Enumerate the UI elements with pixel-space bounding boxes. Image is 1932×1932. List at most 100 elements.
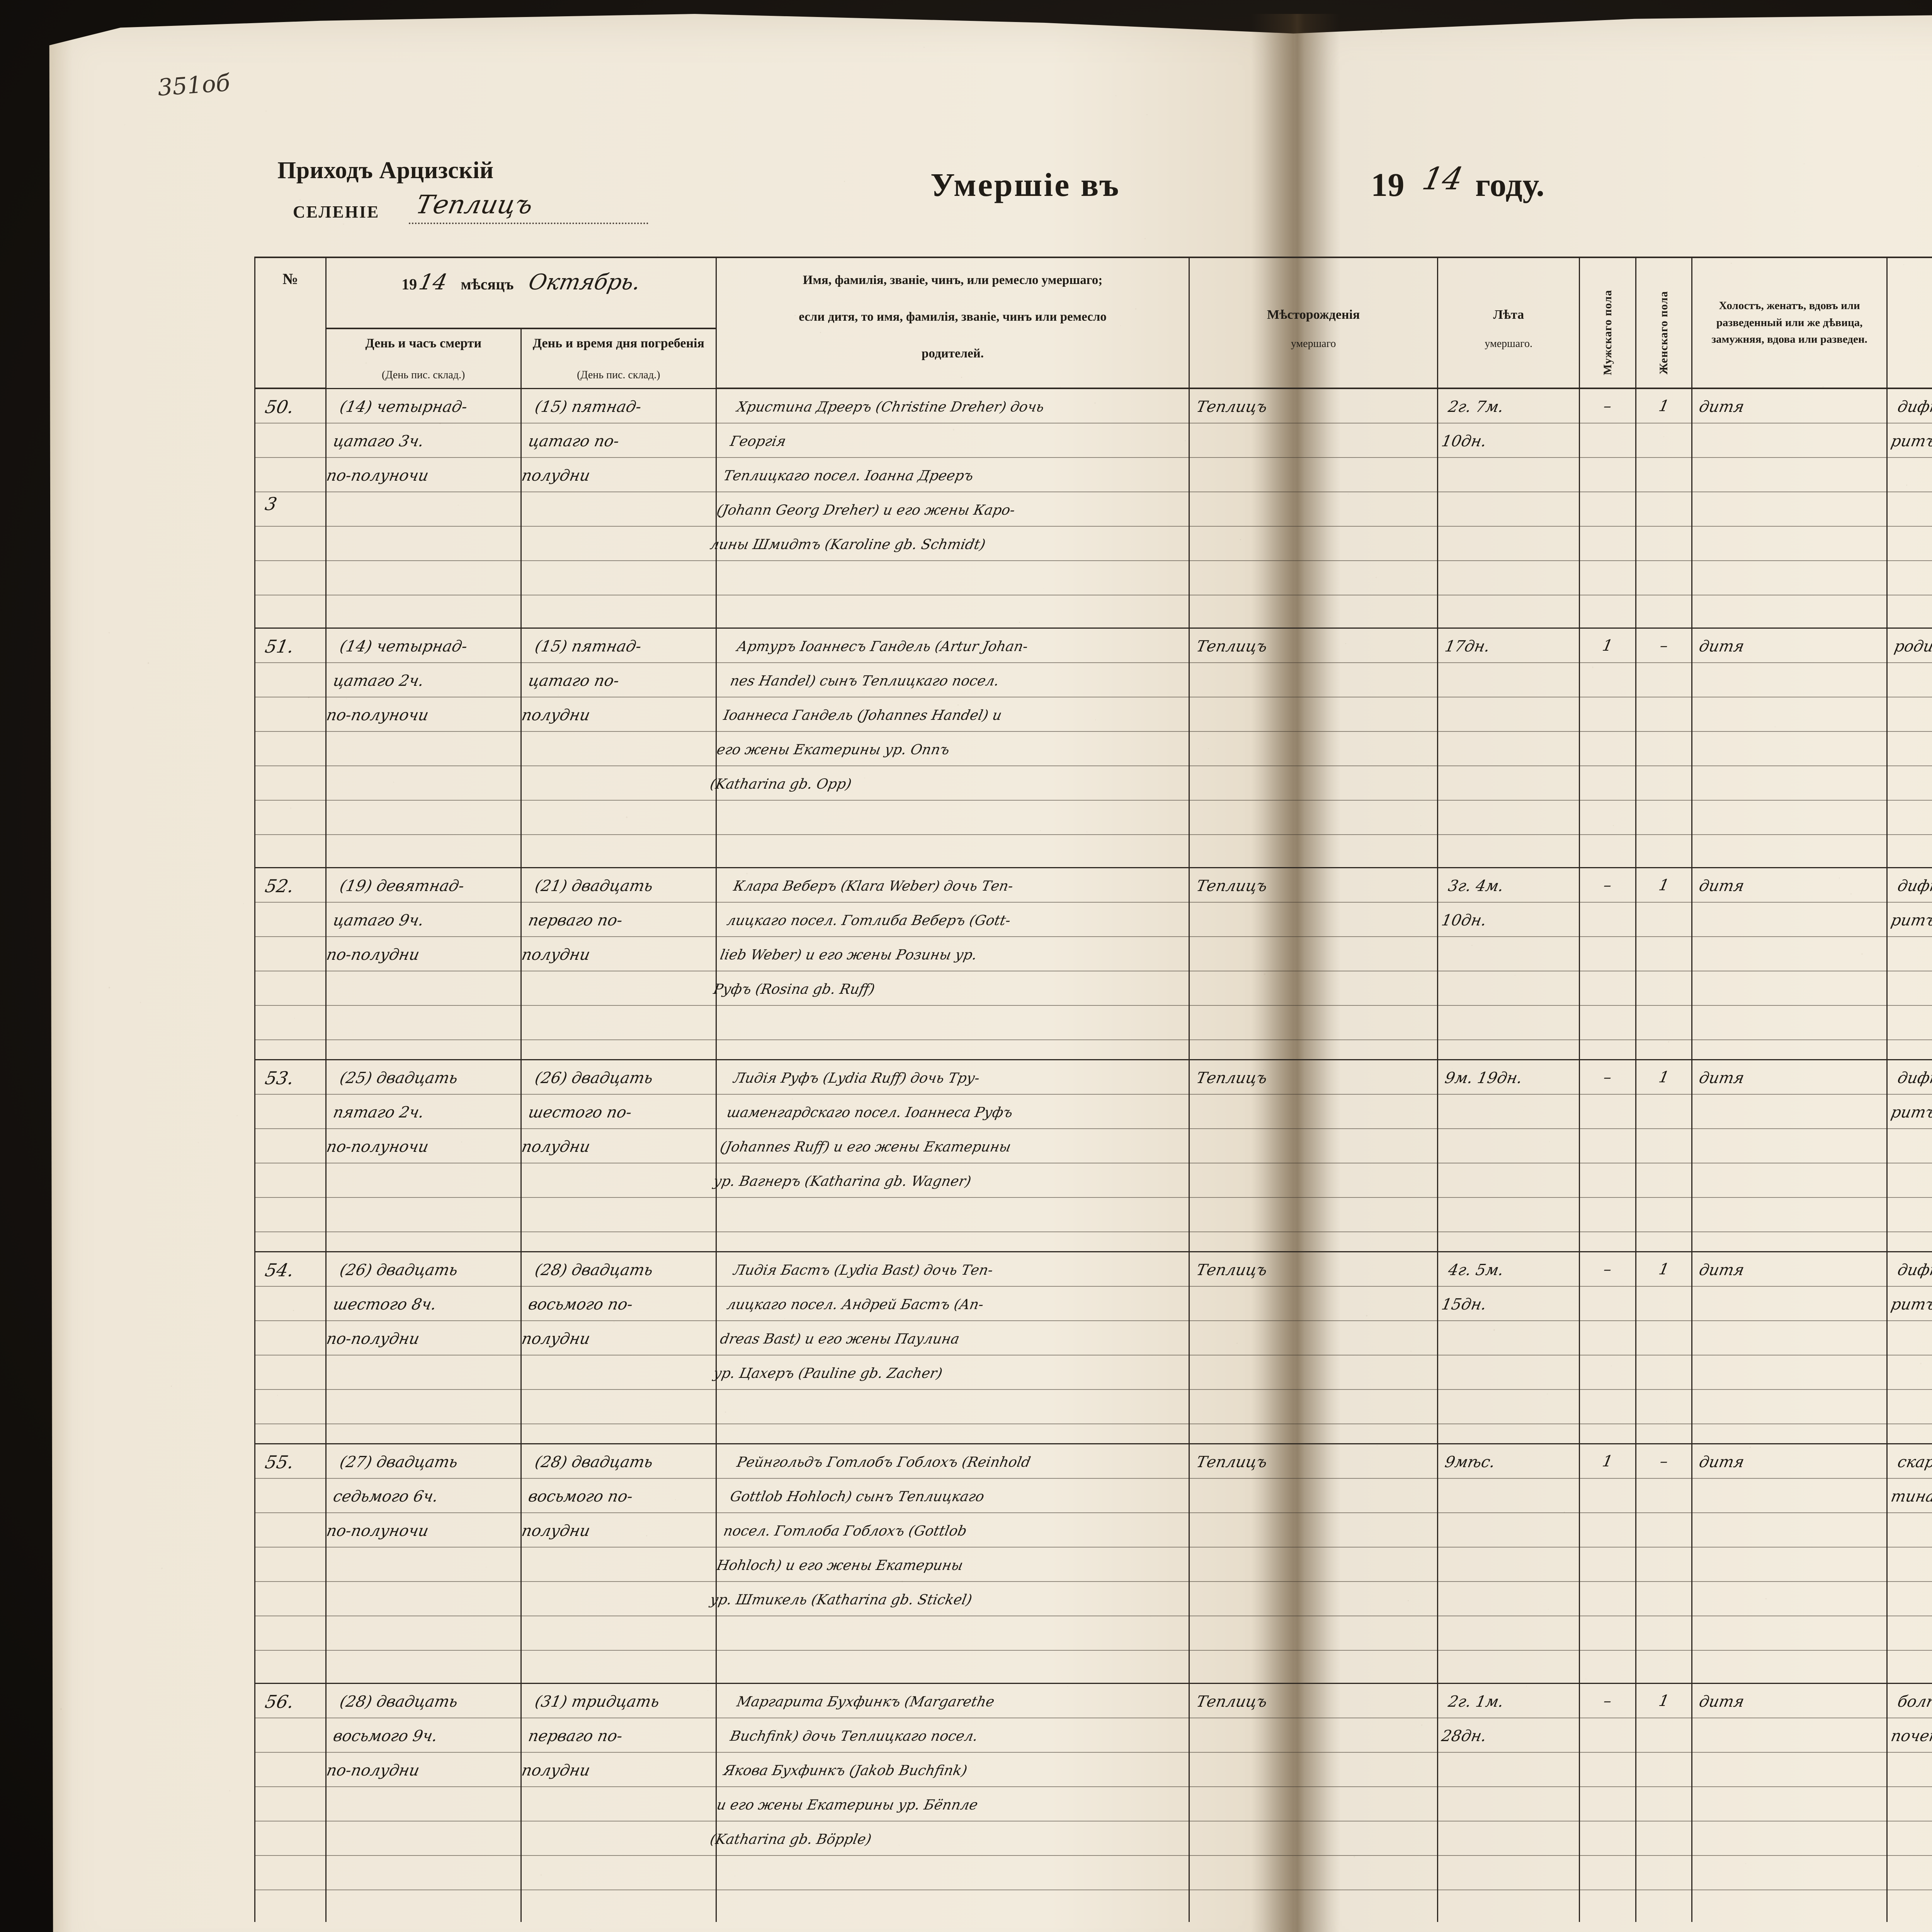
- cell-age: 9мѣс.: [1438, 1444, 1580, 1684]
- male-count-value: 1: [1577, 629, 1639, 663]
- cell-deceased-name: Рейнгольдъ Готлобъ Гоблохъ (Reinhold Got…: [716, 1444, 1189, 1684]
- village-label: СЕЛЕНІЕ: [293, 202, 379, 222]
- cell-male-count: –: [1580, 1252, 1636, 1444]
- cell-male-count: –: [1580, 1683, 1636, 1922]
- death-day-header-sub: (День пис. склад.): [330, 368, 517, 383]
- month-value: Октябрь.: [527, 270, 643, 295]
- register-rows: 50. 3 (14) четырнад- цатаго 3ч. по-полуноч…: [255, 388, 1932, 1922]
- cell-female-count: 1: [1636, 1060, 1692, 1252]
- ruled-lines: [1692, 1684, 1886, 1922]
- month-year-prefix: 19: [401, 276, 417, 293]
- cell-burial-date: (31) тридцать перваго по- полудни: [521, 1683, 716, 1922]
- register-table-wrap: № 1914 мѣсяцъ Октябрь. Имя, фамилія, зва…: [254, 257, 1932, 1922]
- burial-date-value: (28) двадцать восьмого по- полудни: [512, 1252, 726, 1356]
- illness-header-sub: родъ смерти: [1888, 338, 1932, 350]
- birthplace-value: Теплицъ: [1186, 868, 1440, 903]
- marital-status-value: дитя: [1689, 1060, 1890, 1095]
- ruled-lines: [1636, 389, 1691, 628]
- column-header-name: Имя, фамилія, званіе, чинъ, или ремесло …: [716, 257, 1189, 388]
- year-handwritten: 14: [1419, 161, 1466, 197]
- open-register-book: 351об 352 Приходъ Арцизскій СЕЛЕНІЕ Тепл…: [46, 14, 1932, 1932]
- cause-of-death-value: дифте- ритъ: [1881, 389, 1932, 459]
- cell-age: 4г. 5м. 15дн.: [1438, 1252, 1580, 1444]
- month-header-row: № 1914 мѣсяцъ Октябрь. Имя, фамилія, зва…: [255, 257, 1932, 328]
- cell-burial-date: (21) двадцать перваго по- полудни: [521, 867, 716, 1060]
- burial-date-value: (31) тридцать перваго по- полудни: [512, 1684, 726, 1788]
- cell-female-count: –: [1636, 1444, 1692, 1684]
- table-row: 56. (28) двадцать восьмого 9ч. по-полудни…: [255, 1683, 1932, 1922]
- table-row: 53. (25) двадцать пятаго 2ч. по-полуночи (…: [255, 1060, 1932, 1252]
- ruled-lines: [1580, 389, 1635, 628]
- village-underline: [409, 223, 648, 224]
- month-year-hand: 14: [417, 270, 449, 295]
- month-cell: 1914 мѣсяцъ Октябрь.: [326, 257, 716, 328]
- male-count-value: 1: [1577, 1444, 1639, 1479]
- cell-age: 17дн.: [1438, 628, 1580, 868]
- ruled-lines: [1580, 1444, 1635, 1683]
- name-header-line3: родителей.: [922, 347, 984, 361]
- row-number-value: 56.: [252, 1684, 328, 1719]
- marital-status-value: дитя: [1689, 1252, 1890, 1287]
- cell-burial-date: (15) пятнад- цатаго по- полудни: [521, 388, 716, 628]
- cell-death-date: (28) двадцать восьмого 9ч. по-полудни: [326, 1683, 521, 1922]
- birthplace-value: Теплицъ: [1186, 1684, 1440, 1719]
- name-header-line1: Имя, фамилія, званіе, чинъ, или ремесло …: [803, 273, 1102, 287]
- male-header: Мужскаго пола: [1601, 290, 1614, 375]
- cell-marital-status: дитя: [1692, 1252, 1887, 1444]
- burial-day-header: День и время дня погребенія: [533, 336, 704, 350]
- cell-death-date: (27) двадцать седьмого 6ч. по-полуночи: [326, 1444, 521, 1684]
- row-number-value: 51.: [252, 629, 328, 664]
- column-header-burial-day: День и время дня погребенія (День пис. с…: [521, 328, 716, 388]
- year-suffix: году.: [1475, 165, 1544, 204]
- table-row: 51. (14) четырнад- цатаго 2ч. по-полуночи…: [255, 628, 1932, 868]
- cell-row-number: 52.: [255, 867, 326, 1060]
- female-count-value: 1: [1633, 1060, 1695, 1095]
- cell-birthplace: Теплицъ: [1189, 1683, 1438, 1922]
- ruled-lines: [1636, 1684, 1691, 1922]
- cell-burial-date: (15) пятнад- цатаго по- полудни: [521, 628, 716, 868]
- cell-male-count: 1: [1580, 1444, 1636, 1684]
- cell-marital-status: дитя: [1692, 1060, 1887, 1252]
- cause-of-death-value: скарла- тина: [1881, 1444, 1932, 1514]
- ruled-lines: [1438, 629, 1579, 867]
- ruled-lines: [1636, 629, 1691, 867]
- ruled-lines: [1692, 629, 1886, 867]
- cell-deceased-name: Лидія Руфъ (Lydia Ruff) дочь Тру- шаменг…: [716, 1060, 1189, 1252]
- years-header: Лѣта: [1493, 308, 1524, 322]
- ruled-lines: [1190, 1684, 1437, 1922]
- death-date-value: (14) четырнад- цатаго 2ч. по-полуночи: [316, 629, 531, 733]
- cell-male-count: –: [1580, 867, 1636, 1060]
- age-value: 17дн.: [1435, 629, 1582, 664]
- row-number-value: 53.: [252, 1060, 328, 1095]
- ruled-lines: [1190, 389, 1437, 628]
- cell-age: 2г. 7м. 10дн.: [1438, 388, 1580, 628]
- cell-death-date: (25) двадцать пятаго 2ч. по-полуночи: [326, 1060, 521, 1252]
- burial-date-value: (21) двадцать перваго по- полудни: [512, 868, 726, 972]
- cell-death-date: (14) четырнад- цатаго 3ч. по-полуночи: [326, 388, 521, 628]
- age-value: 9м. 19дн.: [1435, 1060, 1582, 1095]
- village-value: Теплицъ: [413, 190, 536, 219]
- male-count-value: –: [1577, 1684, 1639, 1718]
- female-count-value: –: [1633, 629, 1695, 663]
- death-date-value: (26) двадцать шестого 8ч. по-полудни: [316, 1252, 531, 1356]
- table-row: 54. (26) двадцать шестого 8ч. по-полудни(…: [255, 1252, 1932, 1444]
- death-day-header: День и часъ смерти: [365, 336, 481, 350]
- birthplace-value: Теплицъ: [1186, 629, 1440, 664]
- table-row: 50. 3 (14) четырнад- цатаго 3ч. по-полуноч…: [255, 388, 1932, 628]
- cell-row-number: 53.: [255, 1060, 326, 1252]
- cell-marital-status: дитя: [1692, 1683, 1887, 1922]
- cell-deceased-name: Клара Веберъ (Klara Weber) дочь Теп- лиц…: [716, 867, 1189, 1060]
- ruled-lines: [255, 1444, 325, 1683]
- cell-male-count: –: [1580, 388, 1636, 628]
- cell-deceased-name: Христина Дрееръ (Christine Dreher) дочь …: [716, 388, 1189, 628]
- male-count-value: –: [1577, 1060, 1639, 1095]
- age-value: 2г. 1м. 28дн.: [1432, 1684, 1586, 1753]
- cell-cause-of-death: дифте- ритъ: [1887, 1252, 1932, 1444]
- cell-row-number: 50. 3: [255, 388, 326, 628]
- cell-birthplace: Теплицъ: [1189, 1252, 1438, 1444]
- cell-row-number: 51.: [255, 628, 326, 868]
- male-count-value: –: [1577, 389, 1639, 423]
- marital-header: Холостъ, женатъ, вдовъ или разведенный и…: [1711, 299, 1867, 345]
- cell-burial-date: (26) двадцать шестого по- полудни: [521, 1060, 716, 1252]
- death-date-value: (25) двадцать пятаго 2ч. по-полуночи: [316, 1060, 531, 1164]
